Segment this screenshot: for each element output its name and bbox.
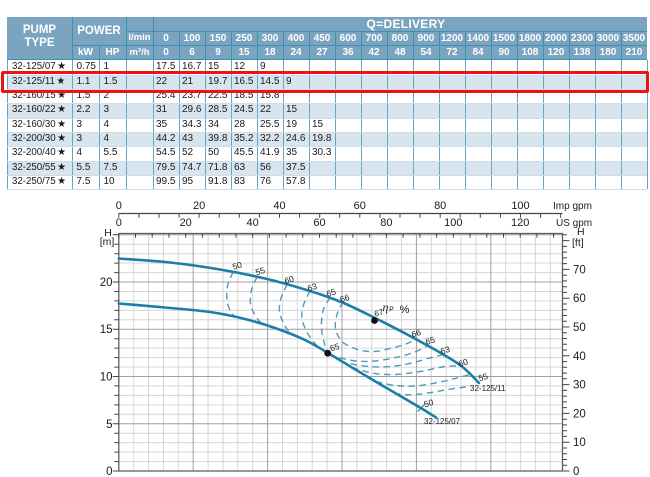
svg-text:10: 10	[573, 437, 586, 449]
svg-text:20: 20	[573, 408, 586, 420]
svg-text:65: 65	[329, 341, 341, 353]
svg-text:66: 66	[339, 292, 351, 304]
svg-text:[ft]: [ft]	[572, 237, 584, 249]
svg-text:100: 100	[511, 200, 529, 212]
svg-text:80: 80	[434, 200, 446, 212]
svg-text:H: H	[577, 226, 585, 238]
svg-text:5: 5	[106, 419, 112, 431]
svg-text:50: 50	[423, 397, 435, 409]
svg-text:0: 0	[116, 217, 122, 229]
svg-text:η: η	[383, 300, 389, 314]
svg-text:55: 55	[477, 371, 489, 383]
svg-text:P: P	[389, 307, 394, 314]
svg-text:20: 20	[180, 217, 192, 229]
svg-text:63: 63	[439, 344, 451, 356]
svg-text:15: 15	[100, 324, 113, 336]
svg-text:60: 60	[354, 200, 366, 212]
svg-text:32-125/07: 32-125/07	[424, 417, 461, 426]
svg-text:40: 40	[246, 217, 258, 229]
svg-text:32-125/11: 32-125/11	[470, 384, 506, 393]
svg-text:120: 120	[511, 217, 529, 229]
svg-text:%: %	[400, 304, 410, 316]
svg-text:60: 60	[313, 217, 325, 229]
svg-text:Imp gpm: Imp gpm	[553, 201, 592, 212]
svg-text:0: 0	[573, 466, 579, 477]
svg-text:66: 66	[410, 327, 422, 339]
svg-text:40: 40	[273, 200, 285, 212]
svg-text:60: 60	[283, 273, 295, 285]
svg-text:20: 20	[193, 200, 205, 212]
svg-text:60: 60	[573, 293, 586, 305]
svg-text:30: 30	[573, 380, 586, 392]
svg-text:67: 67	[373, 307, 385, 318]
svg-text:0: 0	[116, 200, 122, 212]
svg-text:0: 0	[106, 466, 112, 477]
svg-text:40: 40	[573, 351, 586, 363]
svg-text:60: 60	[457, 356, 469, 368]
svg-text:20: 20	[100, 277, 113, 289]
svg-text:10: 10	[100, 372, 113, 384]
svg-text:50: 50	[573, 322, 586, 334]
svg-text:H: H	[104, 227, 112, 239]
svg-text:100: 100	[444, 217, 462, 229]
svg-text:[m]: [m]	[100, 236, 115, 248]
svg-text:65: 65	[325, 286, 337, 298]
svg-text:80: 80	[380, 217, 392, 229]
svg-text:70: 70	[573, 264, 586, 276]
svg-text:63: 63	[306, 281, 318, 293]
svg-text:65: 65	[424, 334, 436, 346]
svg-text:55: 55	[254, 265, 266, 277]
svg-text:US gpm: US gpm	[556, 218, 592, 229]
svg-text:50: 50	[231, 259, 243, 271]
